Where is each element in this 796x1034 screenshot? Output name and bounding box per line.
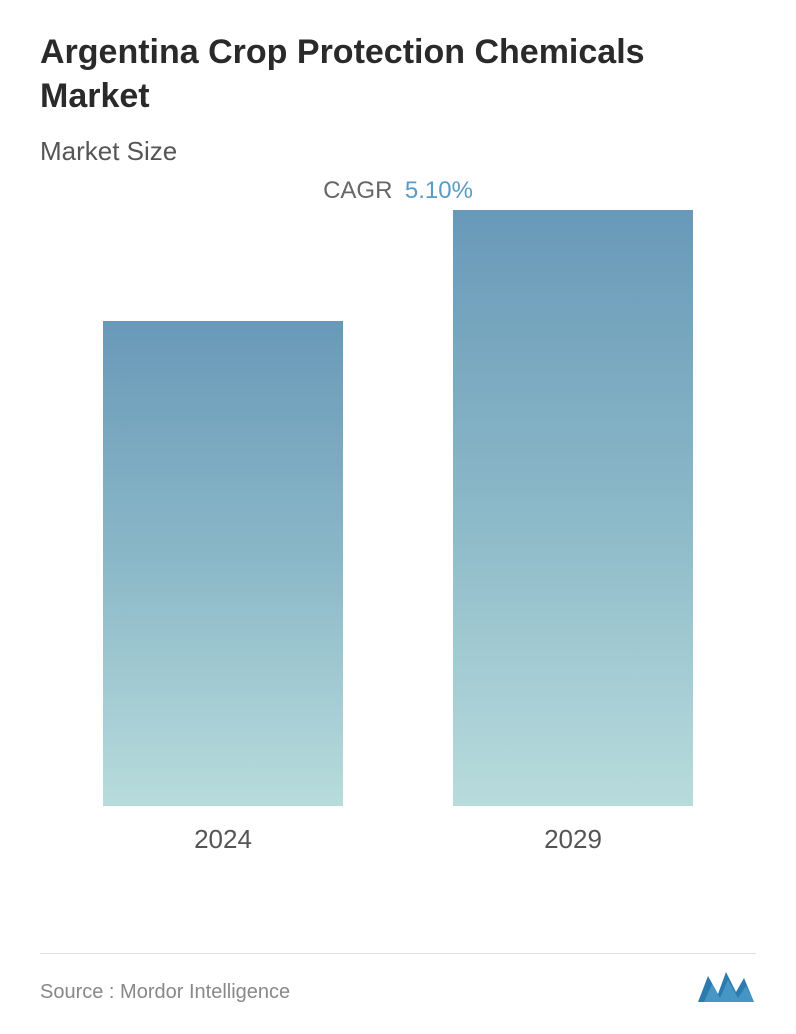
footer: Source : Mordor Intelligence bbox=[40, 964, 756, 1004]
bar-chart: 2024 2029 bbox=[40, 245, 756, 905]
footer-divider bbox=[40, 953, 756, 954]
cagr-row: CAGR 5.10% bbox=[40, 177, 756, 205]
cagr-value: 5.10% bbox=[405, 177, 473, 204]
chart-subtitle: Market Size bbox=[40, 136, 756, 167]
source-label: Source : bbox=[40, 981, 114, 1003]
bar-label-2029: 2029 bbox=[544, 824, 602, 855]
bar-container-2029: 2029 bbox=[453, 210, 693, 855]
mordor-logo-icon bbox=[696, 964, 756, 1004]
bar-2029 bbox=[453, 210, 693, 806]
bar-container-2024: 2024 bbox=[103, 321, 343, 855]
cagr-label: CAGR bbox=[323, 177, 392, 204]
bar-2024 bbox=[103, 321, 343, 806]
chart-title: Argentina Crop Protection Chemicals Mark… bbox=[40, 30, 756, 118]
bar-label-2024: 2024 bbox=[194, 824, 252, 855]
source-name: Mordor Intelligence bbox=[120, 981, 290, 1003]
source-text: Source : Mordor Intelligence bbox=[40, 981, 290, 1004]
